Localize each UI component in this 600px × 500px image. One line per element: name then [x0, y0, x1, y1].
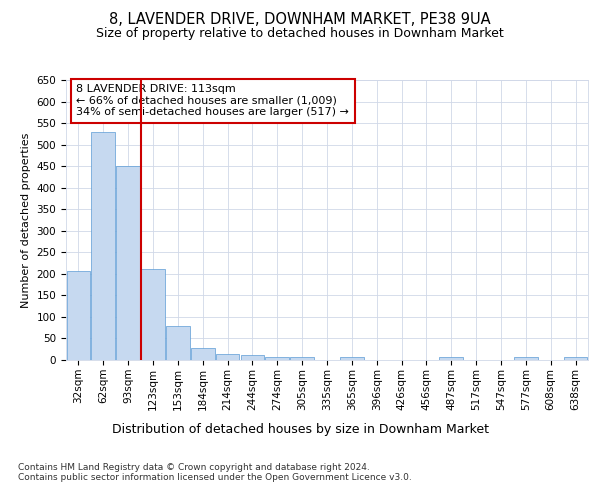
Text: Size of property relative to detached houses in Downham Market: Size of property relative to detached ho…	[96, 28, 504, 40]
Bar	[514, 358, 538, 360]
Bar	[67, 271, 90, 360]
Bar	[439, 358, 463, 360]
Bar	[241, 355, 264, 360]
Text: Contains HM Land Registry data © Crown copyright and database right 2024.
Contai: Contains HM Land Registry data © Crown c…	[18, 462, 412, 482]
Text: 8 LAVENDER DRIVE: 113sqm
← 66% of detached houses are smaller (1,009)
34% of sem: 8 LAVENDER DRIVE: 113sqm ← 66% of detach…	[76, 84, 349, 117]
Bar	[340, 358, 364, 360]
Y-axis label: Number of detached properties: Number of detached properties	[21, 132, 31, 308]
Bar	[191, 348, 215, 360]
Bar	[216, 354, 239, 360]
Bar	[91, 132, 115, 360]
Bar	[564, 358, 587, 360]
Bar	[141, 268, 165, 360]
Text: Distribution of detached houses by size in Downham Market: Distribution of detached houses by size …	[112, 422, 488, 436]
Bar	[290, 356, 314, 360]
Bar	[166, 326, 190, 360]
Text: 8, LAVENDER DRIVE, DOWNHAM MARKET, PE38 9UA: 8, LAVENDER DRIVE, DOWNHAM MARKET, PE38 …	[109, 12, 491, 28]
Bar	[116, 166, 140, 360]
Bar	[265, 358, 289, 360]
